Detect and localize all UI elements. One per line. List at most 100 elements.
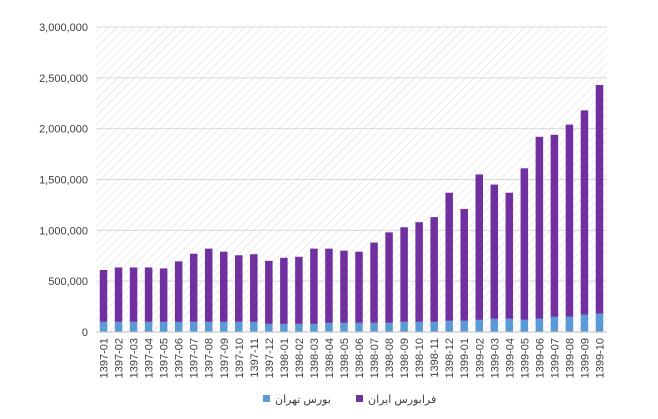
- bar-segment-series-0: [595, 313, 604, 332]
- bar-segment-series-1: [445, 192, 453, 321]
- bar-segment-series-0: [475, 319, 484, 332]
- bar-segment-series-0: [204, 321, 213, 332]
- y-tick-label: 3,000,000: [39, 22, 88, 34]
- x-tick-label: 1397-08: [204, 338, 216, 378]
- x-tick-label: 1398-01: [279, 338, 291, 378]
- bar-segment-series-0: [159, 321, 168, 332]
- bar-segment-series-1: [430, 217, 438, 322]
- x-tick-label: 1398-10: [414, 338, 426, 378]
- bar-segment-series-1: [174, 261, 183, 322]
- x-tick-label: 1399-04: [504, 338, 516, 378]
- bar-segment-series-1: [490, 184, 499, 319]
- legend-label: بورس تهران: [275, 394, 331, 406]
- bar-segment-series-1: [114, 267, 123, 322]
- bar-segment-series-0: [430, 321, 438, 332]
- bar-segment-series-1: [235, 255, 243, 322]
- bar-segment-series-1: [295, 256, 303, 324]
- x-tick-label: 1397-03: [129, 338, 141, 378]
- x-tick-label: 1398-11: [429, 338, 441, 378]
- x-tick-label: 1398-02: [294, 338, 306, 378]
- bar-segment-series-0: [325, 322, 333, 332]
- y-tick-label: 2,500,000: [39, 73, 88, 85]
- bar-segment-series-1: [565, 124, 574, 317]
- bar-segment-series-1: [400, 227, 408, 322]
- x-tick-label: 1399-02: [474, 338, 486, 378]
- bar-segment-series-1: [385, 232, 393, 323]
- x-tick-label: 1397-10: [234, 338, 246, 378]
- x-tick-label: 1399-09: [579, 338, 591, 378]
- bars: [99, 84, 604, 332]
- x-tick-label: 1398-12: [444, 338, 456, 378]
- bar-segment-series-0: [415, 321, 423, 332]
- bar-segment-series-0: [355, 322, 363, 332]
- x-axis: 1397-01 1397-02 1397-03 1397-04 1397-05 1397-…: [96, 331, 607, 378]
- x-tick-label: 1399-03: [489, 338, 501, 378]
- x-tick-label: 1397-11: [249, 338, 261, 378]
- bar-segment-series-0: [174, 321, 183, 332]
- legend-swatch: [356, 395, 363, 402]
- bar-segment-series-0: [535, 318, 544, 332]
- y-tick-label: 0: [82, 327, 88, 339]
- bar-segment-series-1: [265, 260, 273, 324]
- x-tick-label: 1397-07: [189, 338, 201, 378]
- bar-segment-series-1: [144, 267, 153, 322]
- bar-segment-series-0: [445, 320, 453, 332]
- x-tick-label: 1398-04: [324, 338, 336, 378]
- x-tick-label: 1399-07: [549, 338, 561, 378]
- legend: فرابورس ایران بورس تهران: [263, 394, 436, 406]
- bar-segment-series-0: [114, 321, 123, 332]
- bar-segment-series-1: [370, 242, 378, 323]
- x-tick-label: 1398-09: [399, 338, 411, 378]
- bar-segment-series-0: [400, 321, 408, 332]
- bar-segment-series-0: [550, 316, 559, 332]
- bar-segment-series-0: [250, 321, 258, 332]
- bar-segment-series-1: [189, 253, 198, 322]
- bar-segment-series-0: [265, 323, 273, 332]
- bar-segment-series-1: [415, 222, 423, 322]
- bar-segment-series-0: [129, 321, 138, 332]
- bar-segment-series-1: [520, 168, 529, 320]
- bar-segment-series-0: [520, 319, 529, 332]
- bar-segment-series-0: [460, 320, 468, 332]
- bar-segment-series-1: [535, 136, 544, 319]
- bar-segment-series-0: [340, 322, 348, 332]
- bar-segment-series-1: [219, 251, 228, 322]
- bar-segment-series-1: [280, 257, 288, 324]
- legend-swatch: [263, 395, 270, 402]
- bar-segment-series-0: [370, 322, 378, 332]
- x-tick-label: 1399-01: [459, 338, 471, 378]
- bar-segment-series-1: [595, 84, 604, 314]
- x-tick-label: 1397-01: [99, 338, 111, 378]
- bar-segment-series-1: [204, 248, 213, 322]
- x-tick-label: 1398-07: [369, 338, 381, 378]
- bar-segment-series-1: [325, 248, 333, 323]
- bar-segment-series-1: [340, 250, 348, 323]
- x-tick-label: 1399-08: [564, 338, 576, 378]
- x-tick-label: 1397-09: [219, 338, 231, 378]
- y-tick-label: 1,500,000: [39, 175, 88, 187]
- bar-segment-series-1: [99, 269, 108, 322]
- bar-segment-series-1: [580, 110, 589, 315]
- x-tick-label: 1397-05: [159, 338, 171, 378]
- bar-segment-series-0: [295, 323, 303, 332]
- x-tick-label: 1398-05: [339, 338, 351, 378]
- bar-segment-series-0: [565, 316, 574, 332]
- x-tick-label: 1399-05: [519, 338, 531, 378]
- x-tick-label: 1397-12: [264, 338, 276, 378]
- bar-segment-series-0: [219, 321, 228, 332]
- y-axis: 0 500,000 1,000,000 1,500,000 2,000,000 2,500…: [39, 22, 88, 339]
- bar-segment-series-0: [580, 314, 589, 332]
- bar-segment-series-1: [355, 251, 363, 323]
- y-tick-label: 2,000,000: [39, 124, 88, 136]
- bar-segment-series-1: [475, 174, 484, 320]
- bar-segment-series-0: [99, 321, 108, 332]
- x-tick-label: 1398-08: [384, 338, 396, 378]
- bar-segment-series-1: [129, 267, 138, 322]
- bar-segment-series-0: [490, 318, 499, 332]
- x-tick-label: 1397-02: [114, 338, 126, 378]
- bar-segment-series-0: [505, 318, 514, 332]
- y-tick-label: 500,000: [48, 276, 88, 288]
- bar-segment-series-1: [550, 134, 559, 317]
